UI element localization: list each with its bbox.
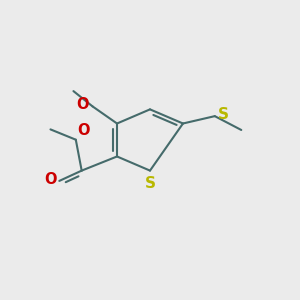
Text: S: S <box>145 176 155 191</box>
Text: O: O <box>77 123 90 138</box>
Text: O: O <box>76 98 89 112</box>
Text: O: O <box>44 172 56 187</box>
Text: S: S <box>218 107 229 122</box>
